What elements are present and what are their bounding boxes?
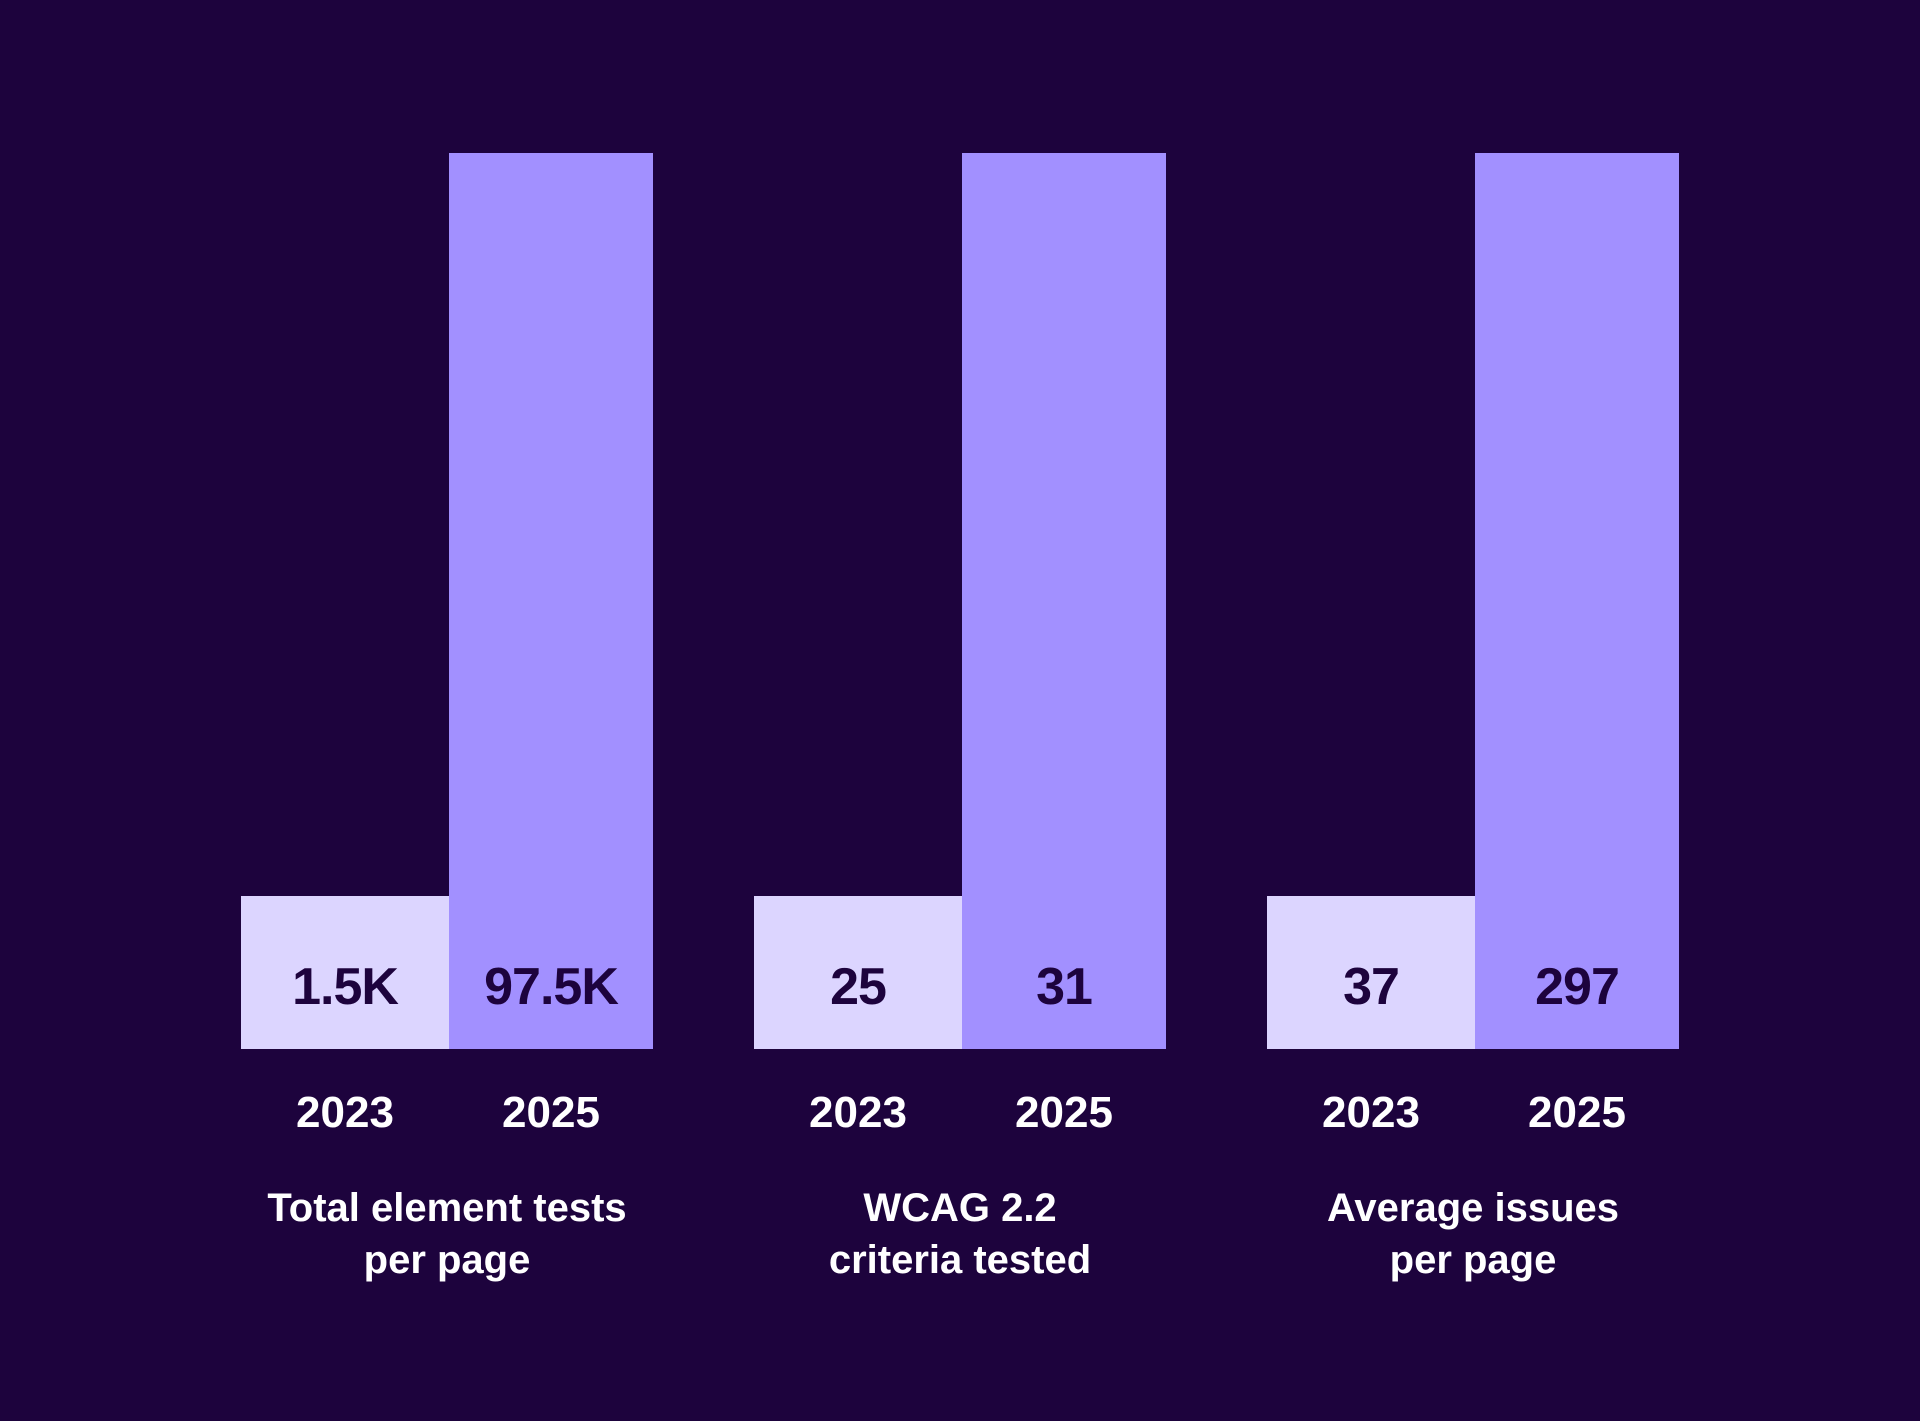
bar-2023: 37 xyxy=(1267,896,1475,1049)
bar-2025: 297 xyxy=(1475,153,1679,1049)
group-title: Average issues per page xyxy=(1237,1182,1709,1286)
year-label: 2025 xyxy=(502,1088,600,1137)
value-label: 31 xyxy=(1036,958,1093,1016)
value-label: 97.5K xyxy=(484,958,619,1016)
year-label: 2023 xyxy=(809,1088,907,1137)
title-line: criteria tested xyxy=(828,1238,1092,1282)
bar-2025: 97.5K xyxy=(449,153,653,1049)
title-line: Total element tests xyxy=(267,1186,627,1230)
group-title: WCAG 2.2 criteria tested xyxy=(724,1182,1196,1286)
title-line: WCAG 2.2 xyxy=(863,1186,1057,1230)
value-label: 1.5K xyxy=(292,958,399,1016)
year-label: 2025 xyxy=(1528,1088,1626,1137)
title-line: Average issues xyxy=(1326,1186,1620,1230)
bar-2023: 1.5K xyxy=(241,896,449,1049)
year-label: 2023 xyxy=(1322,1088,1420,1137)
value-label: 297 xyxy=(1535,958,1620,1016)
bar-2023: 25 xyxy=(754,896,962,1049)
chart-group-wcag-criteria: 25 31 2023 2025 WCAG 2.2 criteria tested xyxy=(754,0,1191,1421)
chart-group-element-tests: 1.5K 97.5K 2023 2025 Total element tests… xyxy=(241,0,678,1421)
chart-group-average-issues: 37 297 2023 2025 Average issues per page xyxy=(1267,0,1704,1421)
value-label: 25 xyxy=(830,958,887,1016)
year-label: 2025 xyxy=(1015,1088,1113,1137)
year-label: 2023 xyxy=(296,1088,394,1137)
title-line: per page xyxy=(363,1238,531,1282)
group-title: Total element tests per page xyxy=(211,1182,683,1286)
value-label: 37 xyxy=(1343,958,1400,1016)
bar-2025: 31 xyxy=(962,153,1166,1049)
title-line: per page xyxy=(1389,1238,1557,1282)
